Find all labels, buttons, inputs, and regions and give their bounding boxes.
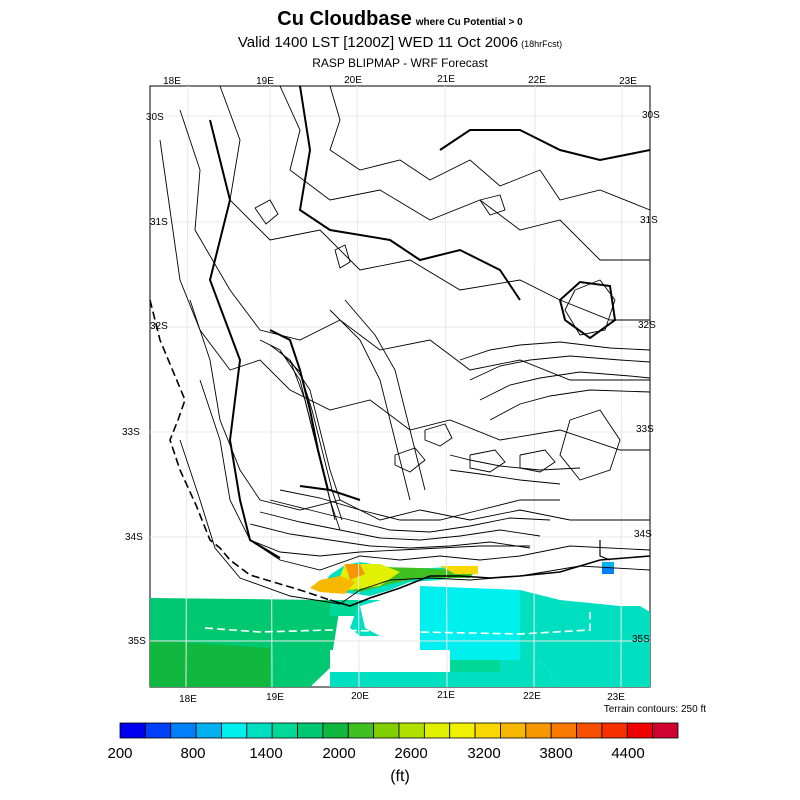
colorbar-swatch: [271, 722, 298, 739]
lon-bottom-18e: 18E: [179, 694, 197, 705]
colorbar: [119, 722, 679, 739]
colorbar-swatch: [398, 722, 425, 739]
terrain-contour-note: Terrain contours: 250 ft: [603, 704, 706, 715]
colorbar-swatch: [221, 722, 248, 739]
colorbar-swatch: [423, 722, 451, 739]
coastline: [149, 299, 651, 635]
map-title: Cu Cloudbase where Cu Potential > 0: [0, 8, 800, 31]
colorbar-unit: (ft): [390, 768, 410, 785]
source-line: RASP BLIPMAP - WRF Forecast: [312, 56, 488, 70]
lat-labels-left: 30S 31S 32S 33S 34S 35S: [122, 112, 168, 647]
colorbar-swatch: [652, 722, 679, 739]
map-frame: [149, 85, 651, 688]
lon-top-19e: 19E: [256, 76, 274, 87]
lat-right-32s: 32S: [638, 320, 656, 331]
colorbar-label-1400: 1400: [249, 745, 283, 762]
colorbar-label-3800: 3800: [539, 745, 573, 762]
title-main: Cu Cloudbase: [277, 8, 412, 30]
colorbar-swatch: [373, 722, 400, 739]
colorbar-swatch: [246, 722, 273, 739]
colorbar-swatch: [474, 722, 501, 739]
colorbar-swatch: [525, 722, 552, 739]
colorbar-swatch: [601, 722, 628, 739]
lat-left-33s: 33S: [122, 427, 140, 438]
colorbar-swatch: [550, 722, 577, 739]
title-condition: where Cu Potential > 0: [415, 17, 523, 28]
lat-right-33s: 33S: [636, 424, 654, 435]
lon-top-20e: 20E: [344, 75, 362, 86]
colorbar-label-3200: 3200: [467, 745, 501, 762]
colorbar-swatch: [195, 722, 222, 739]
valid-time: Valid 1400 LST [1200Z] WED 11 Oct 2006: [237, 34, 519, 51]
lat-right-31s: 31S: [640, 215, 658, 226]
lon-top-18e: 18E: [163, 76, 181, 87]
lat-right-30s: 30S: [642, 110, 660, 121]
colorbar-swatch: [576, 722, 603, 739]
colorbar-swatch: [144, 722, 172, 739]
lon-bottom-21e: 21E: [437, 690, 455, 701]
lon-top-23e: 23E: [619, 76, 637, 87]
lon-bottom-23e: 23E: [607, 692, 625, 703]
colorbar-swatch: [449, 722, 476, 739]
forecast-hours: (18hrFcst): [521, 39, 563, 49]
lon-bottom-19e: 19E: [266, 692, 284, 703]
lon-top-22e: 22E: [528, 75, 546, 86]
colorbar-label-800: 800: [180, 745, 206, 762]
lat-labels-right: 30S 31S 32S 33S 34S 35S: [632, 110, 660, 645]
lon-labels-top: 18E 19E 20E 21E 22E 23E: [163, 74, 637, 87]
colorbar-swatch: [322, 722, 349, 739]
lat-left-35s: 35S: [128, 636, 146, 647]
colorbar-swatch: [500, 722, 527, 739]
lat-right-34s: 34S: [634, 529, 652, 540]
terrain-contours-bold: [208, 85, 651, 559]
colorbar-label-2000: 2000: [322, 745, 356, 762]
lat-left-32s: 32S: [150, 321, 168, 332]
valid-time-line: Valid 1400 LST [1200Z] WED 11 Oct 2006 (1…: [0, 34, 800, 51]
colorbar-label-200: 200: [107, 745, 133, 762]
lon-labels-bottom: 18E 19E 20E 21E 22E 23E: [179, 690, 625, 705]
lon-bottom-20e: 20E: [351, 691, 369, 702]
colorbar-swatch: [347, 722, 375, 739]
colorbar-label-2600: 2600: [394, 745, 428, 762]
lon-bottom-22e: 22E: [523, 691, 541, 702]
colorbar-swatch: [297, 722, 324, 739]
colorbar-label-4400: 4400: [611, 745, 645, 762]
lat-left-31s: 31S: [150, 217, 168, 228]
lon-top-21e: 21E: [437, 74, 455, 85]
colorbar-swatch: [170, 722, 197, 739]
colorbar-swatch: [626, 722, 654, 739]
lat-left-30s: 30S: [146, 112, 164, 123]
lat-left-34s: 34S: [125, 532, 143, 543]
colorbar-swatch: [119, 722, 146, 739]
lat-right-35s: 35S: [632, 634, 650, 645]
